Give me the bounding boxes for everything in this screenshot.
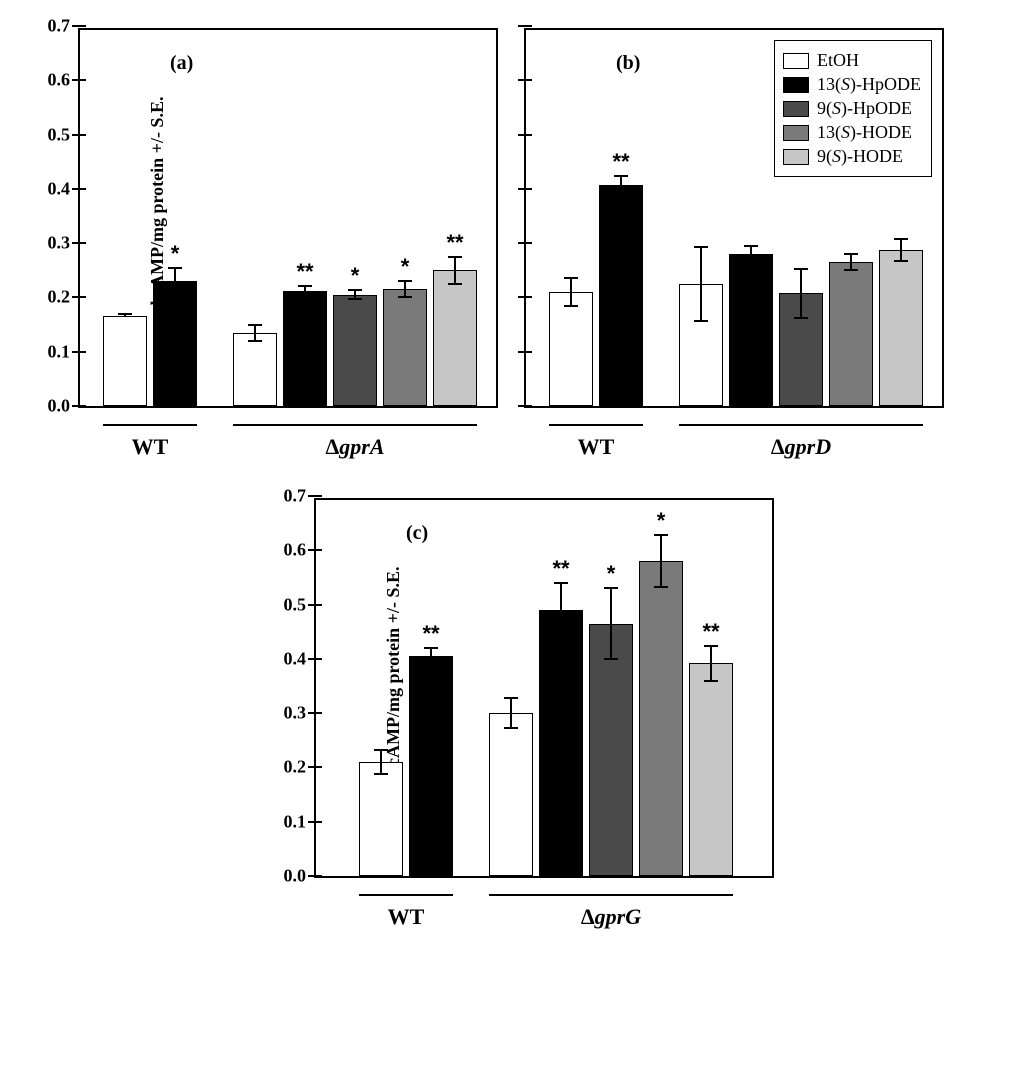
legend: EtOH 13(S)-HpODE 9(S)-HpODE 13(S)-HODE 9(S)-… [774, 40, 932, 177]
bar [489, 713, 533, 876]
group-label: WT [132, 434, 169, 460]
bar [383, 289, 427, 406]
group-underline [233, 424, 477, 426]
panel-tag: (c) [406, 522, 428, 545]
ytick-label: 0.6 [284, 540, 317, 561]
legend-label: 9(S)-HpODE [817, 98, 912, 119]
legend-swatch [783, 125, 809, 141]
legend-swatch [783, 149, 809, 165]
significance-marker: * [657, 510, 666, 532]
bar [359, 762, 403, 876]
plot-area: (b)**WTΔgprDEtOH13(S)-HpODE9(S)-HpODE13(… [524, 28, 944, 408]
bar [549, 292, 593, 406]
ytick-label: 0.2 [48, 287, 81, 308]
significance-marker: ** [296, 261, 313, 283]
panel-tag: (a) [170, 52, 193, 75]
legend-row: 9(S)-HpODE [783, 98, 921, 119]
panel-a: 0.00.10.20.30.40.50.60.7pmol cAMP/mg pro… [10, 10, 510, 480]
bar [589, 624, 633, 876]
bar [729, 254, 773, 406]
legend-row: 13(S)-HpODE [783, 74, 921, 95]
legend-swatch [783, 77, 809, 93]
ytick-label: 0.4 [48, 178, 81, 199]
panel-b: (b) ** WT ΔgprD EtOH 13(S)-HpODE 9(S)-HpODE 13(… [510, 10, 1010, 480]
ytick-label: 0.4 [284, 648, 317, 669]
ytick-label: 0.7 [48, 16, 81, 37]
significance-marker: ** [612, 151, 629, 173]
legend-label: 9(S)-HODE [817, 146, 903, 167]
legend-row: EtOH [783, 50, 921, 71]
bar [103, 316, 147, 406]
bar [283, 291, 327, 406]
group-label: WT [388, 904, 425, 930]
group-underline [679, 424, 923, 426]
ytick-label: 0.1 [48, 341, 81, 362]
legend-swatch [783, 53, 809, 69]
plot-area: 0.00.10.20.30.40.50.60.7pmol cAMP/mg pro… [78, 28, 498, 408]
bar [333, 295, 377, 406]
bar [639, 561, 683, 876]
group-underline [489, 894, 733, 896]
legend-row: 13(S)-HODE [783, 122, 921, 143]
panel-tag: (b) [616, 52, 640, 75]
legend-label: EtOH [817, 50, 859, 71]
ytick-label: 0.0 [48, 396, 81, 417]
bar [153, 281, 197, 406]
significance-marker: ** [446, 232, 463, 254]
bar [599, 185, 643, 406]
group-label: ΔgprG [581, 904, 641, 930]
bar [233, 333, 277, 406]
significance-marker: ** [422, 623, 439, 645]
significance-marker: * [401, 256, 410, 278]
group-label: ΔgprD [771, 434, 831, 460]
group-label: WT [578, 434, 615, 460]
significance-marker: ** [702, 621, 719, 643]
bar [539, 610, 583, 876]
group-label: ΔgprA [325, 434, 384, 460]
plot-area: 0.00.10.20.30.40.50.60.7pmol cAMP/mg pro… [314, 498, 774, 878]
legend-swatch [783, 101, 809, 117]
bar [879, 250, 923, 406]
group-underline [549, 424, 643, 426]
group-underline [359, 894, 453, 896]
bar [829, 262, 873, 406]
legend-row: 9(S)-HODE [783, 146, 921, 167]
significance-marker: ** [552, 558, 569, 580]
legend-label: 13(S)-HODE [817, 122, 912, 143]
ytick-label: 0.3 [284, 703, 317, 724]
group-underline [103, 424, 197, 426]
ytick-label: 0.5 [284, 594, 317, 615]
ytick-label: 0.1 [284, 811, 317, 832]
bar [433, 270, 477, 406]
bar [689, 663, 733, 876]
significance-marker: * [607, 563, 616, 585]
figure-grid: 0.00.10.20.30.40.50.60.7pmol cAMP/mg pro… [10, 10, 1010, 950]
significance-marker: * [171, 243, 180, 265]
ytick-label: 0.3 [48, 233, 81, 254]
ytick-label: 0.6 [48, 70, 81, 91]
ytick-label: 0.7 [284, 486, 317, 507]
legend-label: 13(S)-HpODE [817, 74, 921, 95]
ytick-label: 0.2 [284, 757, 317, 778]
ytick-label: 0.0 [284, 866, 317, 887]
significance-marker: * [351, 265, 360, 287]
panel-c: 0.00.10.20.30.40.50.60.7pmol cAMP/mg pro… [246, 480, 774, 950]
ytick-label: 0.5 [48, 124, 81, 145]
bar [409, 656, 453, 876]
